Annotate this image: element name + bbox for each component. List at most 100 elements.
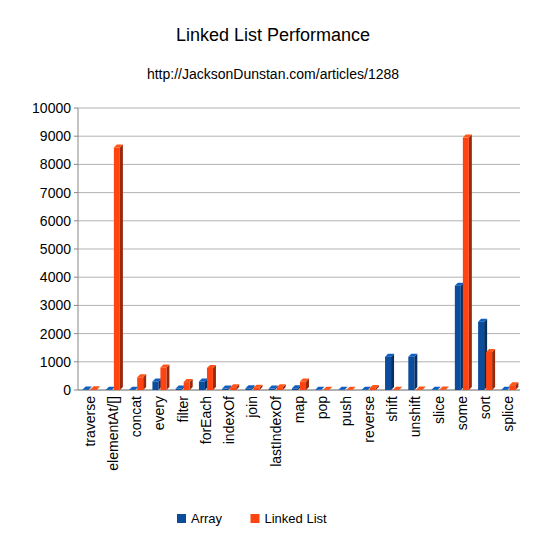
subtitle: http://JacksonDunstan.com/articles/1288 [147,66,399,82]
bar [230,384,239,390]
tick-mark [74,220,78,221]
bar [176,386,185,390]
title: Linked List Performance [176,25,370,45]
bar [347,387,356,390]
bar [486,349,495,390]
category-label: every [151,396,167,430]
tick-mark [74,333,78,334]
bar [129,387,138,390]
grid-line [78,361,520,362]
tick-label: 7000 [40,185,71,201]
grid-line [78,192,520,193]
tick-label: 8000 [40,156,71,172]
tick-mark [74,192,78,193]
bar [199,379,208,390]
bar [478,319,487,390]
y-axis: 0 1000 2000 3000 4000 5000 6000 7000 8000 9000 100… [32,100,520,398]
tick-mark [74,136,78,137]
tick-label: 5000 [40,241,71,257]
tick-mark [74,249,78,250]
category-label: join [244,396,260,419]
bar [106,387,115,390]
bar [432,387,441,390]
chart: Linked List Performance http://JacksonDun… [0,0,546,546]
legend-swatch [177,514,186,523]
tick-label: 10000 [32,100,71,116]
bar [315,387,324,390]
tick-label: 0 [63,382,71,398]
grid-line [78,136,520,137]
page: {"chart_data": {"type": "bar", "title": … [0,0,546,546]
category-label: filter [175,396,191,423]
bar [245,385,254,390]
tick-mark [74,164,78,165]
bar [362,387,371,390]
tick-label: 2000 [40,326,71,342]
category-label: traverse [82,396,98,447]
bar [253,385,262,390]
tick-label: 9000 [40,128,71,144]
legend-swatch [251,514,260,523]
category-label: elementAt/[] [105,396,121,471]
tick-mark [74,305,78,306]
bar [83,386,92,390]
tick-label: 3000 [40,297,71,313]
x-axis: traverseelementAt/[]concateveryfilterfor… [82,396,517,471]
grid-line [78,164,520,165]
legend: Array Linked List [177,511,327,526]
bar [323,387,332,390]
axis-line [78,390,520,391]
category-label: shift [384,396,400,422]
bar [339,387,348,390]
tick-mark [74,390,78,391]
bar [385,354,394,390]
bar [222,386,231,390]
category-label: indexOf [221,396,237,444]
tick-label: 1000 [40,354,71,370]
grid-line [78,220,520,221]
bar [393,387,402,390]
category-label: sort [477,396,493,419]
bar [91,386,100,390]
grid-line [78,390,520,391]
category-label: splice [500,396,516,432]
legend-label: Linked List [265,511,328,526]
category-label: map [291,396,307,423]
legend-label: Array [191,511,223,526]
grid-line [78,108,520,109]
grid-line [78,249,520,250]
bar [114,144,123,390]
bar [300,379,309,390]
grid-line [78,277,520,278]
tick-label: 6000 [40,213,71,229]
bar [269,386,278,390]
category-label: forEach [198,396,214,444]
bar [160,364,169,390]
category-label: lastIndexOf [268,396,284,467]
bar [207,365,216,390]
bar [277,384,286,390]
category-label: some [454,396,470,430]
bar [370,385,379,390]
axis-line [78,108,79,390]
bar [137,374,146,390]
tick-mark [74,108,78,109]
category-label: push [338,396,354,426]
category-label: pop [314,396,330,420]
tick-label: 4000 [40,269,71,285]
tick-mark [74,277,78,278]
bar [440,386,449,390]
bar [408,354,417,390]
bar [463,135,472,390]
grid-line [78,333,520,334]
bar [416,386,425,390]
bars [83,135,519,390]
category-label: reverse [361,396,377,443]
grid-line [78,305,520,306]
bar [455,283,464,390]
bar [501,387,510,390]
bar [184,379,193,390]
tick-mark [74,361,78,362]
bar [509,382,518,390]
bar [292,385,301,390]
